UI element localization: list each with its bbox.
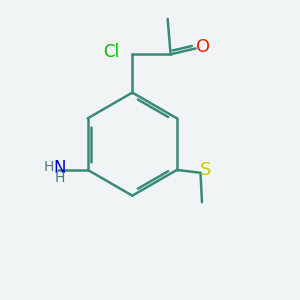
Text: Cl: Cl — [103, 43, 119, 61]
Text: H: H — [44, 160, 54, 174]
Text: H: H — [55, 171, 65, 185]
Text: N: N — [53, 158, 66, 176]
Text: S: S — [200, 161, 212, 179]
Text: O: O — [196, 38, 210, 56]
